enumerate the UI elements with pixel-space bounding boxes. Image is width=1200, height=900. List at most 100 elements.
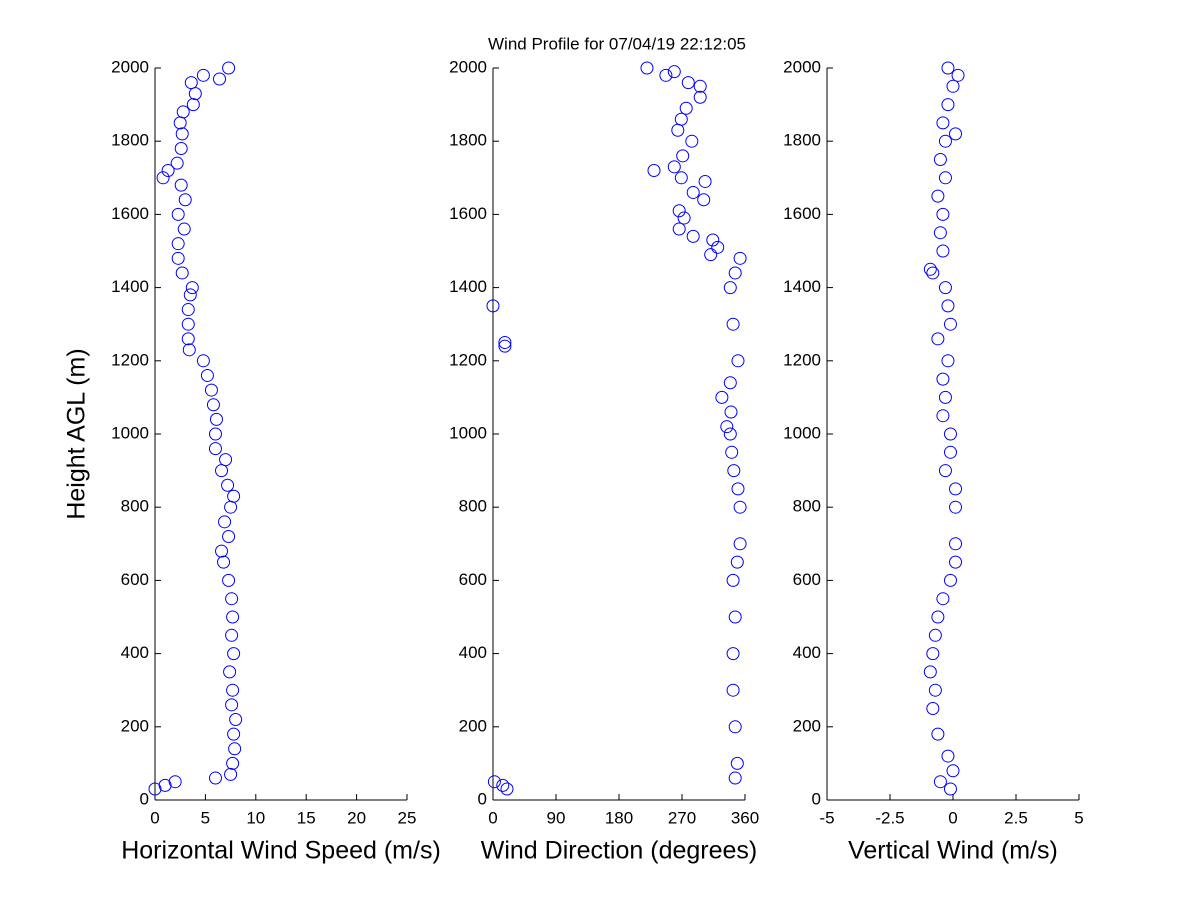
figure-title: Wind Profile for 07/04/19 22:12:05 (488, 34, 746, 53)
point (931, 189, 945, 203)
x-axis-label: Horizontal Wind Speed (m/s) (121, 837, 441, 865)
point (704, 248, 718, 262)
point (936, 409, 950, 423)
x-axis-label: Vertical Wind (m/s) (848, 837, 1058, 865)
point (936, 244, 950, 258)
point (943, 427, 957, 441)
point (686, 229, 700, 243)
point (693, 90, 707, 104)
point (723, 376, 737, 390)
point (938, 171, 952, 185)
point (698, 174, 712, 188)
point (672, 204, 686, 218)
point (923, 262, 937, 276)
point (715, 390, 729, 404)
y-tick-label: 800 (793, 497, 821, 516)
point (229, 712, 243, 726)
y-tick-label: 200 (121, 716, 149, 735)
y-tick-label: 1800 (111, 131, 149, 150)
point (733, 500, 747, 514)
x-tick-label: 2.5 (1004, 808, 1028, 827)
y-tick-label: 800 (121, 497, 149, 516)
point (674, 171, 688, 185)
y-tick-label: 1000 (783, 423, 821, 442)
point (222, 529, 236, 543)
point (659, 68, 673, 82)
point (949, 127, 963, 141)
point (949, 555, 963, 569)
y-tick-label: 2000 (111, 57, 149, 76)
point (933, 153, 947, 166)
point (731, 354, 745, 368)
point (933, 775, 947, 789)
point (177, 222, 191, 236)
y-tick-label: 2000 (783, 57, 821, 76)
point (174, 142, 188, 156)
point (156, 171, 170, 185)
point (926, 266, 940, 280)
point (928, 683, 942, 697)
y-tick-label: 600 (459, 570, 487, 589)
point (498, 339, 512, 353)
y-tick-label: 600 (121, 570, 149, 589)
point (487, 775, 501, 789)
point (213, 72, 227, 86)
point (215, 544, 229, 558)
point (500, 782, 514, 796)
y-tick-label: 400 (121, 643, 149, 662)
point (226, 756, 240, 770)
point (674, 112, 688, 126)
point (158, 778, 172, 792)
point (941, 354, 955, 368)
x-tick-label: 270 (668, 808, 696, 827)
point (225, 698, 239, 712)
point (726, 647, 740, 661)
x-axis-label: Wind Direction (degrees) (481, 837, 758, 865)
x-tick-label: 90 (547, 808, 566, 827)
y-tick-label: 1000 (449, 423, 487, 442)
point (941, 61, 955, 75)
point (667, 65, 681, 79)
point (667, 160, 681, 174)
x-tick-label: 20 (347, 808, 366, 827)
x-tick-label: 0 (488, 808, 497, 827)
y-tick-label: 1600 (111, 204, 149, 223)
x-tick-label: 180 (605, 808, 633, 827)
point (938, 390, 952, 404)
point (949, 500, 963, 514)
x-tick-label: -2.5 (875, 808, 904, 827)
point (174, 178, 188, 192)
point (196, 354, 210, 368)
y-tick-label: 600 (793, 570, 821, 589)
point (727, 464, 741, 478)
point (724, 405, 738, 419)
point (181, 317, 195, 331)
point (720, 420, 734, 434)
point (949, 537, 963, 551)
point (706, 233, 720, 247)
point (730, 756, 744, 770)
point (170, 156, 184, 170)
x-tick-label: 360 (731, 808, 759, 827)
point (926, 647, 940, 661)
point (161, 163, 175, 177)
point (728, 771, 742, 785)
point (733, 251, 747, 265)
point (225, 592, 239, 606)
point (222, 61, 236, 75)
point (941, 299, 955, 313)
y-tick-label: 1000 (111, 423, 149, 442)
point (725, 445, 739, 459)
point (178, 193, 192, 207)
point (171, 251, 185, 265)
point (676, 149, 690, 163)
x-tick-label: 15 (297, 808, 316, 827)
point (208, 427, 222, 441)
point (728, 720, 742, 734)
point (728, 266, 742, 280)
y-tick-label: 1200 (783, 350, 821, 369)
point (222, 573, 236, 587)
point (672, 222, 686, 236)
point (175, 266, 189, 280)
x-tick-label: 5 (1074, 808, 1083, 827)
